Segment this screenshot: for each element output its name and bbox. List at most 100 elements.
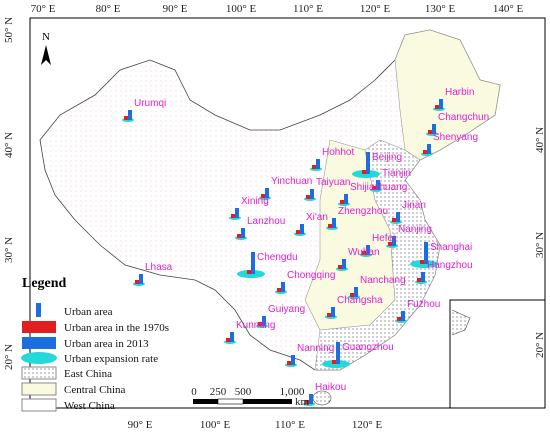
urban-1970s [388,242,392,246]
urban-2013 [316,159,320,169]
urban-2013 [366,245,370,255]
legend-label: Urban area [64,306,113,318]
legend-swatch [21,382,57,396]
legend-label: Urban area in 2013 [64,338,149,350]
urban-1970s [287,361,291,365]
city-label: Hangzhou [427,260,473,271]
scale-unit: km [295,396,310,408]
urban-2013 [310,189,314,199]
city-label: Nanjing [398,224,432,235]
lat-label: 40° N [3,132,15,158]
city-label: Hefei [372,233,395,244]
city-label: Guangzhou [342,342,394,353]
urban-2013 [230,332,234,342]
legend-swatch [22,337,56,349]
legend-swatch [21,352,57,364]
city-label: Chongqing [287,270,335,281]
urban-1970s [258,322,262,326]
scale-label: 250 [210,386,227,398]
city-label: Hohhot [322,147,354,158]
urban-2013 [376,180,380,190]
scale-label: 0 [191,386,197,398]
urban-2013 [424,242,428,264]
city-label: Haikou [315,382,346,393]
legend-label: West China [64,400,115,412]
east-china [314,139,441,371]
urban-1970s [231,214,235,218]
urban-1970s [237,234,241,238]
lon-label: 90° E [163,3,188,15]
urban-2013 [332,218,336,228]
urban-2013 [262,316,266,326]
city-label: Fuzhou [407,299,440,310]
urban-1970s [312,165,316,169]
urban-2013 [265,188,269,198]
city-label: Chengdu [257,252,298,263]
city-label: Harbin [445,87,474,98]
city-label: Shanghai [430,242,472,253]
lon-label: 110° E [275,419,305,431]
lat-label: 40° N [534,127,546,153]
urban-1970s [340,200,344,204]
urban-1970s [332,360,336,364]
legend-label: Central China [64,384,126,396]
urban-2013 [235,208,239,218]
lon-label: 70° E [31,3,56,15]
urban-1970s [305,400,309,404]
urban-1970s [277,288,281,292]
city-label: Zhengzhou [338,206,388,217]
urban-1970s [428,130,432,134]
city-label: Shenyang [433,132,478,143]
urban-2013 [421,272,425,282]
lon-label: 130° E [425,3,456,15]
lon-label: 90° E [128,419,153,431]
north-label: N [42,31,50,43]
lat-label: 20° N [3,344,15,370]
scale-label: 500 [235,386,252,398]
urban-2013 [392,236,396,246]
urban-1970s [417,278,421,282]
city-label: Xining [241,196,269,207]
legend-swatch [21,366,57,380]
city-label: Kunming [236,320,275,331]
urban-1970s [328,224,332,228]
urban-1970s [423,150,427,154]
city-label: Yinchuan [271,176,312,187]
city-label: Changsha [337,295,383,306]
urban-1970s [362,170,366,174]
lon-label: 80° E [96,3,121,15]
urban-2013 [139,274,143,284]
city-label: Nanchang [360,275,406,286]
urban-1970s [435,105,439,109]
north-arrow: N [41,31,51,65]
urban-2013 [439,99,443,109]
urban-2013 [281,282,285,292]
urban-2013 [427,144,431,154]
city-label: Nanning [297,343,334,354]
urban-2013 [354,287,358,297]
legend-label: Urban area in the 1970s [64,322,169,334]
city-label: Lanzhou [247,216,285,227]
urban-2013 [291,355,295,365]
scale-label: 1,000 [280,386,305,398]
urban-1970s [372,186,376,190]
city-label: Lhasa [145,262,173,273]
hainan [312,390,332,406]
urban-2013 [342,259,346,269]
city-label: Jinan [402,200,426,211]
city-label: Taiyuan [316,177,350,188]
city-label: Changchun [438,112,489,123]
legend-swatch [22,321,56,333]
lon-label: 100° E [200,419,231,431]
urban-1970s [124,116,128,120]
city-label: Guiyang [268,304,305,315]
urban-2013 [128,110,132,120]
lon-label: 120° E [360,3,391,15]
urban-2013 [331,307,335,317]
lon-label: 100° E [226,3,257,15]
legend-swatch [36,303,41,317]
urban-2013 [309,394,313,404]
lat-label: 50° N [3,17,15,43]
city-label: Xi'an [306,212,328,223]
